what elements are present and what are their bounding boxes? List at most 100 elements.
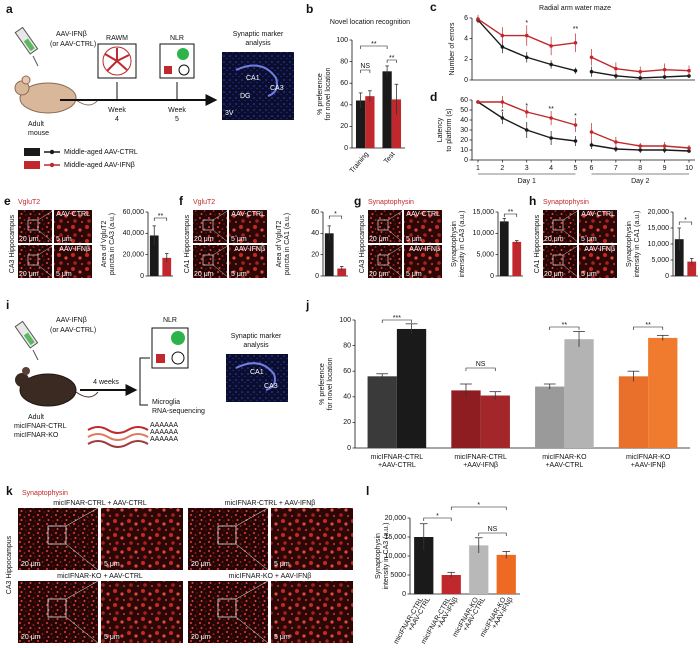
legend: Middle-aged AAV-CTRL Middle-aged AAV-IFNβ xyxy=(24,148,138,169)
bar xyxy=(564,339,594,448)
y-tick-label: 5,000 xyxy=(476,252,494,259)
zoom-line xyxy=(235,507,269,527)
condition-label: AAV-IFNβ xyxy=(234,246,265,253)
zoom-box xyxy=(27,254,39,266)
significance-bracket xyxy=(386,59,397,63)
region-label: CA3 Hippocampus xyxy=(9,214,16,273)
bar xyxy=(414,537,434,594)
x-tick-label: Training xyxy=(349,151,371,175)
bar xyxy=(451,390,481,448)
point xyxy=(662,144,667,148)
stain-label: Synaptophysin xyxy=(368,199,414,206)
y-tick-label: 20 xyxy=(343,419,351,426)
brain-image xyxy=(222,52,294,120)
zoom-line xyxy=(37,209,55,221)
legend-label: Middle-aged AAV-IFNβ xyxy=(64,162,135,169)
significance-bracket xyxy=(503,213,518,217)
diagram-a: AAV-IFNβ (or AAV-CTRL) Adult mouse RAWM … xyxy=(14,26,294,137)
legend-label: Middle-aged AAV-CTRL xyxy=(64,149,138,156)
bar xyxy=(674,239,684,276)
micrograph-zoom xyxy=(404,210,442,243)
y-tick-label: 40,000 xyxy=(123,230,145,237)
zoom-line xyxy=(387,229,405,244)
x-tick-label: 9 xyxy=(663,165,667,172)
micrograph-overview xyxy=(18,245,52,278)
scale-label: 20 μm xyxy=(191,634,211,641)
point xyxy=(524,55,529,60)
point xyxy=(573,41,578,45)
y-tick-label: 60,000 xyxy=(123,209,145,216)
analysis-label: Synaptic marker xyxy=(231,333,282,340)
y-axis-label: intensity in CA1 (a.u.) xyxy=(634,211,641,278)
bar xyxy=(496,554,516,594)
point xyxy=(614,140,618,144)
significance-bracket xyxy=(478,532,507,536)
x-tick-label: +AAV-CTRL xyxy=(378,462,416,469)
significance-bracket xyxy=(423,517,452,521)
x-tick-label: 4 xyxy=(549,165,553,172)
point xyxy=(524,128,529,132)
scale-label: 5 μm xyxy=(104,561,120,568)
scale-label: 20 μm xyxy=(21,561,41,568)
region-label: 3V xyxy=(225,110,234,117)
hippocampus-outline xyxy=(235,362,276,391)
y-tick-label: 40 xyxy=(311,230,319,237)
significance-label: * xyxy=(436,513,439,520)
y-tick-label: 4 xyxy=(464,36,468,43)
condition-label: micIFNAR-CTRL + AAV-CTRL xyxy=(53,500,147,507)
significance-bracket xyxy=(360,69,371,73)
diagram-i: AAV-IFNβ (or AAV-CTRL) Adult micIFNAR-CT… xyxy=(14,317,288,448)
injection-label: (or AAV-CTRL) xyxy=(50,327,96,334)
zoom-box xyxy=(27,219,39,231)
significance-label: ** xyxy=(371,41,377,48)
y-axis-label: % preference xyxy=(317,73,324,115)
panel-label: f xyxy=(179,194,184,208)
chart-title: Radial arm water maze xyxy=(539,5,611,12)
panel-label: a xyxy=(6,2,13,16)
chart-title: Novel location recognition xyxy=(330,19,410,26)
zoom-line xyxy=(65,616,99,644)
condition-label: micIFNAR-CTRL + AAV-IFNβ xyxy=(225,500,316,507)
point xyxy=(573,68,578,73)
y-tick-label: 60 xyxy=(311,209,319,216)
region-label: CA1 xyxy=(250,369,264,376)
condition-label: AAV-CTRL xyxy=(406,211,440,218)
test-label: RAWM xyxy=(106,35,128,42)
x-tick-label: 2 xyxy=(500,165,504,172)
point xyxy=(687,68,691,73)
significance-label: ** xyxy=(573,26,579,33)
legend-swatch xyxy=(24,148,40,156)
micrograph-zoom xyxy=(101,581,183,643)
micrograph-zoom xyxy=(404,245,442,278)
condition-label: AAV-IFNβ xyxy=(584,246,615,253)
condition-label: AAV-CTRL xyxy=(56,211,90,218)
micrograph-overview xyxy=(18,210,52,243)
condition-label: AAV-CTRL xyxy=(581,211,615,218)
point xyxy=(614,74,618,78)
point xyxy=(500,45,505,49)
injection-label: (or AAV-CTRL) xyxy=(50,41,96,48)
bar xyxy=(499,221,509,276)
x-tick-label: +AAV-IFNβ xyxy=(631,462,666,469)
panel-label: d xyxy=(430,90,437,104)
significance-bracket xyxy=(678,221,693,225)
x-tick-label: 7 xyxy=(614,165,618,172)
y-axis-label: intensity in CA3 (a.u.) xyxy=(459,211,466,278)
micrograph-zoom xyxy=(229,210,267,243)
scale-label: 5 μm xyxy=(56,236,72,243)
significance-bracket xyxy=(465,367,496,371)
y-tick-label: 60 xyxy=(340,80,348,87)
y-axis-label: Synaptophysin xyxy=(375,533,382,579)
zoom-box xyxy=(377,219,389,231)
zoom-line xyxy=(562,264,580,279)
timeline-label: 5 xyxy=(175,116,179,123)
region-label: CA1 xyxy=(246,75,260,82)
y-tick-label: 60 xyxy=(343,368,351,375)
significance-label: * xyxy=(501,109,504,116)
point xyxy=(614,66,618,71)
animal-label: Adult xyxy=(28,414,44,421)
panel-label: k xyxy=(6,484,13,498)
significance-bracket xyxy=(153,217,168,221)
bar xyxy=(618,376,649,448)
region-label: CA1 Hippocampus xyxy=(184,214,191,273)
